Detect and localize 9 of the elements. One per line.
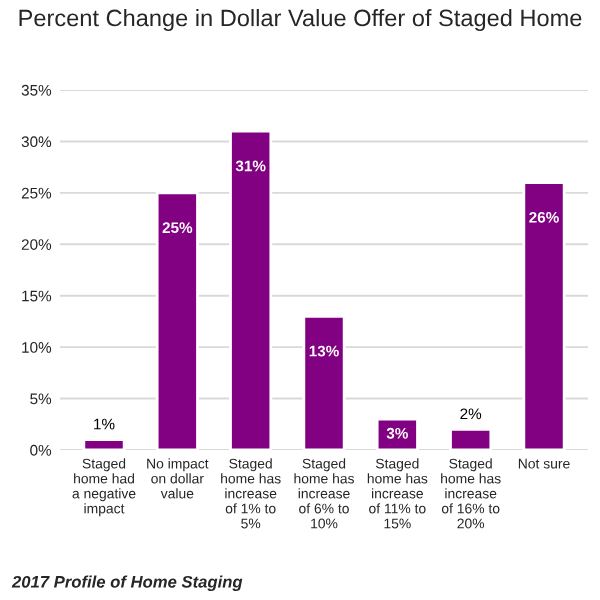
- chart-title: Percent Change in Dollar Value Offer of Staged Home: [19, 9, 582, 32]
- bar: [449, 428, 493, 450]
- text: 2017 Profile of Home Staging: [11, 575, 243, 591]
- bar: [155, 191, 199, 450]
- bar: [375, 417, 419, 450]
- bar: [229, 129, 273, 450]
- bar: [302, 314, 346, 450]
- bar: [82, 438, 126, 450]
- bar: [522, 181, 566, 450]
